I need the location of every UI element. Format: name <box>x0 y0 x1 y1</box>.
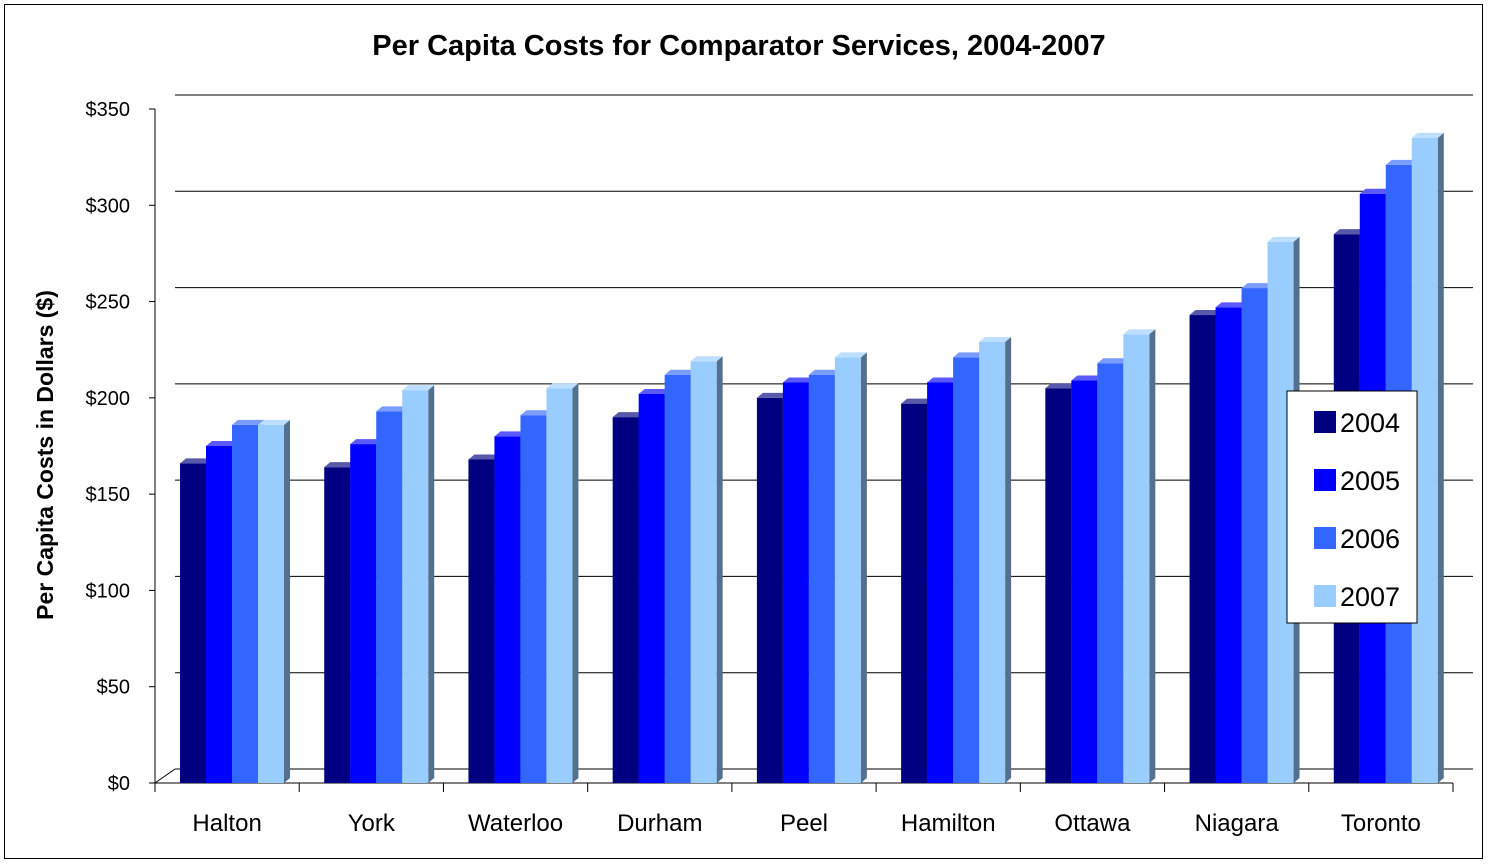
bar-front <box>639 394 665 783</box>
bar-york-2007 <box>402 385 434 783</box>
bar-front <box>691 361 717 783</box>
y-tick-label: $50 <box>97 677 130 699</box>
bar-front <box>1123 334 1149 783</box>
bar-side <box>284 420 290 783</box>
bar-side <box>1005 337 1011 783</box>
bar-front <box>901 404 927 783</box>
bar-front <box>350 444 376 783</box>
bar-front <box>835 357 861 783</box>
bar-waterloo-2007 <box>546 383 578 783</box>
bar-side <box>428 385 434 783</box>
bar-front <box>1045 388 1071 783</box>
bar-hamilton-2007 <box>979 337 1011 783</box>
bar-front <box>468 459 494 783</box>
y-axis-label: Per Capita Costs in Dollars ($) <box>32 290 58 620</box>
legend-swatch <box>1314 411 1336 433</box>
legend-swatch <box>1314 585 1336 607</box>
bar-front <box>927 382 953 783</box>
x-tick-label: Peel <box>780 810 828 837</box>
x-tick-label: Waterloo <box>468 810 563 837</box>
bars <box>180 133 1444 783</box>
bar-front <box>324 467 350 783</box>
bar-front <box>809 375 835 783</box>
y-tick-label: $350 <box>86 99 131 121</box>
chart-frame: Per Capita Costs for Comparator Services… <box>4 4 1483 859</box>
y-tick-label: $200 <box>86 388 131 410</box>
bar-front <box>206 446 232 783</box>
bar-front <box>520 415 546 783</box>
chart-title: Per Capita Costs for Comparator Services… <box>372 30 1105 62</box>
y-tick-label: $100 <box>86 580 131 602</box>
y-tick-label: $150 <box>86 484 131 506</box>
bar-front <box>376 411 402 783</box>
bar-side <box>572 383 578 783</box>
bar-side <box>861 352 867 783</box>
bar-chart: Per Capita Costs for Comparator Services… <box>5 5 1484 860</box>
legend-label: 2005 <box>1340 466 1400 496</box>
bar-side <box>1149 329 1155 783</box>
bar-front <box>1071 381 1097 783</box>
x-tick-label: Toronto <box>1341 810 1421 837</box>
bar-front <box>494 436 520 783</box>
x-tick-label: York <box>348 810 396 837</box>
bar-side <box>717 356 723 783</box>
y-tick-label: $300 <box>86 195 131 217</box>
y-tick-label: $0 <box>108 773 130 795</box>
bar-front <box>757 398 783 783</box>
y-tick-label: $250 <box>86 292 131 314</box>
legend: 2004 2005 2006 2007 <box>1287 391 1417 623</box>
bar-front <box>783 382 809 783</box>
bar-front <box>232 425 258 783</box>
bar-side <box>1438 133 1444 783</box>
bar-front <box>613 417 639 783</box>
x-tick-label: Halton <box>192 810 261 837</box>
bar-peel-2007 <box>835 352 867 783</box>
bar-front <box>953 357 979 783</box>
bar-front <box>180 463 206 783</box>
x-tick-label: Durham <box>617 810 702 837</box>
x-tick-label: Ottawa <box>1054 810 1131 837</box>
bar-front <box>546 388 572 783</box>
x-tick-label: Niagara <box>1195 810 1280 837</box>
bar-front <box>665 375 691 783</box>
bar-durham-2007 <box>691 356 723 783</box>
bar-front <box>1097 363 1123 783</box>
bar-ottawa-2007 <box>1123 329 1155 783</box>
bar-front <box>1216 307 1242 783</box>
x-tick-label: Hamilton <box>901 810 996 837</box>
legend-label: 2007 <box>1340 582 1400 612</box>
legend-label: 2006 <box>1340 524 1400 554</box>
bar-front <box>1242 288 1268 783</box>
bar-front <box>979 342 1005 783</box>
bar-halton-2007 <box>258 420 290 783</box>
legend-swatch <box>1314 469 1336 491</box>
legend-label: 2004 <box>1340 408 1400 438</box>
bar-front <box>402 390 428 783</box>
bar-front <box>258 425 284 783</box>
floor-edge <box>155 769 175 783</box>
legend-swatch <box>1314 527 1336 549</box>
bar-front <box>1190 315 1216 783</box>
